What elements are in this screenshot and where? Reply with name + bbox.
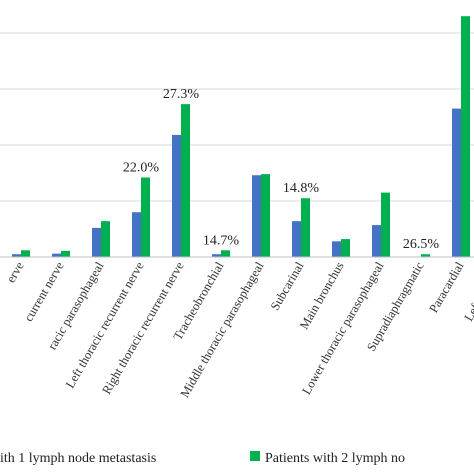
tick-label-11: Paracardial — [426, 259, 466, 315]
bar-s1-11 — [452, 108, 461, 257]
bar-s1-7 — [292, 221, 301, 257]
bar-s2-5 — [221, 250, 230, 257]
legend-text-2: Patients with 2 lymph no — [265, 451, 405, 466]
bars — [12, 16, 470, 258]
bar-s1-0 — [12, 254, 21, 257]
bar-s1-2 — [92, 227, 101, 257]
data-labels: 22.0% 27.3% 14.7% 14.8% 26.5% — [123, 87, 440, 252]
bar-s2-11 — [461, 16, 470, 258]
tick-label-4: Right thoracic recurrent nerve — [99, 259, 186, 397]
bar-s1-3 — [132, 212, 141, 257]
bar-s1-4 — [172, 134, 181, 257]
legend-text-1: ith 1 lymph node metastasis — [0, 451, 156, 466]
bar-s2-10 — [421, 254, 430, 257]
tick-label-0: erve — [4, 259, 27, 285]
bar-s2-7 — [301, 198, 310, 257]
data-label-2: 14.7% — [203, 233, 240, 248]
legend-swatch-2 — [250, 451, 260, 461]
tick-label-9: Lower thoracic parasophageal — [299, 259, 387, 397]
data-label-0: 22.0% — [123, 160, 160, 175]
bar-s2-4 — [181, 104, 190, 258]
bar-s1-6 — [252, 175, 261, 257]
bar-s1-5 — [212, 254, 221, 257]
legend: ith 1 lymph node metastasis Patients with… — [0, 451, 405, 466]
tick-label-3: Left thoracic recurrent nerve — [63, 259, 147, 391]
bar-s2-9 — [381, 192, 390, 257]
bar-s1-9 — [372, 225, 381, 257]
gridlines — [0, 32, 474, 202]
bar-s2-6 — [261, 174, 270, 257]
data-label-1: 27.3% — [163, 87, 200, 102]
bar-s1-8 — [332, 241, 341, 257]
data-label-4: 26.5% — [403, 237, 440, 252]
tick-label-6: Middle thoracic parasophageal — [177, 259, 266, 400]
tick-label-7: Subcarinal — [268, 259, 307, 313]
bar-s2-3 — [141, 177, 150, 257]
bar-s2-8 — [341, 239, 350, 257]
bar-s2-1 — [61, 250, 70, 257]
bar-s2-2 — [101, 221, 110, 257]
tick-label-1: current nerve — [21, 259, 66, 324]
bar-s1-1 — [52, 253, 61, 257]
bar-s2-0 — [21, 250, 30, 257]
data-label-3: 14.8% — [283, 181, 320, 196]
